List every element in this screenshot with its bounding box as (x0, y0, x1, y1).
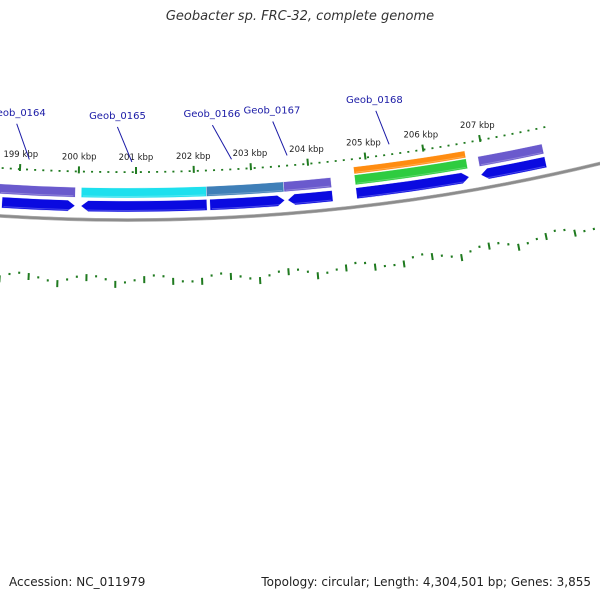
gene-feature-cog2 (353, 150, 467, 175)
gene-label[interactable]: Geob_0164 (0, 108, 46, 119)
gc-skew-dot (487, 242, 491, 250)
ruler-tick-label: 201 kbp (119, 153, 154, 163)
gc-skew-dot (287, 268, 290, 276)
gc-skew-dot (316, 272, 320, 280)
gene-feature-highlight (3, 206, 74, 211)
gene-feature-highlight (356, 166, 466, 184)
gene-label[interactable]: Geob_0168 (346, 95, 403, 106)
ruler-tick-label: 206 kbp (404, 131, 439, 141)
gene-leader-line (272, 121, 288, 156)
gene-feature-cog1 (477, 143, 545, 167)
gene-feature-cds (355, 172, 470, 200)
ruler-tick (363, 152, 367, 160)
gene-leader-line (375, 110, 390, 145)
genome-summary-label: Topology: circular; Length: 4,304,501 bp… (261, 575, 591, 589)
diagram-title: Geobacter sp. FRC-32, complete genome (165, 9, 435, 24)
gene-feature-highlight (285, 185, 330, 191)
ruler-tick-label: 199 kbp (3, 150, 38, 160)
ruler-tick-label: 207 kbp (460, 121, 495, 131)
gc-skew-dot (544, 232, 548, 241)
ruler-tick (421, 144, 425, 152)
backbone-layer (0, 161, 600, 222)
gene-feature-cog1 (0, 183, 76, 198)
gc-skew-dot (430, 252, 434, 261)
gene-feature-highlight (289, 199, 332, 205)
gene-feature-highlight (208, 189, 283, 196)
gene-labels-layer: Geob_0163Geob_0164Geob_0165Geob_0166Geob… (0, 95, 403, 163)
gene-feature-cog1 (283, 177, 332, 193)
gc-skew-dot (344, 264, 348, 272)
genome-backbone (0, 161, 600, 222)
accession-label: Accession: NC_011979 (9, 575, 146, 589)
gc-skew-dot (573, 229, 577, 237)
gene-leader-line (116, 126, 133, 163)
gene-feature-cds (480, 156, 548, 180)
ruler-tick-label: 200 kbp (62, 152, 97, 162)
ruler-tick (306, 158, 310, 166)
gene-feature-highlight (480, 152, 542, 166)
gene-feature-highlight (358, 180, 469, 198)
gene-label[interactable]: Geob_0165 (89, 111, 146, 122)
gene-label[interactable]: Geob_0166 (183, 109, 240, 120)
gc-skew-dot (402, 260, 406, 268)
gene-leader-line (16, 123, 30, 160)
gene-feature-cds (209, 195, 286, 211)
gene-label[interactable]: Geob_0167 (243, 106, 300, 117)
ruler-tick-label: 205 kbp (346, 139, 381, 149)
gc-skew-dot (517, 243, 521, 251)
gene-feature-highlight (211, 203, 284, 210)
gc-skew-dot (460, 253, 464, 262)
ruler-tick-label: 204 kbp (289, 145, 324, 155)
gene-feature-highlight (82, 208, 206, 212)
gene-feature-highlight (0, 191, 74, 197)
ruler-tick (478, 134, 482, 143)
gene-feature-cog1 (354, 158, 468, 186)
gene-leader-line (211, 124, 232, 160)
gene-feature-highlight (83, 194, 205, 198)
feature-tracks-layer (0, 143, 548, 213)
gene-feature-highlight (355, 156, 464, 173)
gc-skew-dots-layer (0, 227, 596, 288)
gene-feature-cds (287, 190, 334, 206)
gene-feature-cds (80, 199, 208, 213)
gene-feature-highlight (483, 165, 545, 179)
ruler-tick-label: 203 kbp (233, 149, 268, 159)
gc-skew-dot (373, 263, 377, 271)
ruler-tick-label: 202 kbp (176, 152, 211, 162)
gene-feature-cds (1, 196, 76, 212)
